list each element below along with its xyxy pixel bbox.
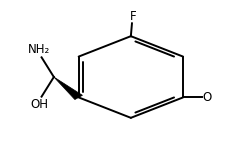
Text: F: F: [129, 10, 136, 22]
Polygon shape: [54, 77, 82, 99]
Text: NH₂: NH₂: [28, 43, 50, 56]
Text: OH: OH: [30, 98, 48, 111]
Text: O: O: [202, 91, 211, 104]
